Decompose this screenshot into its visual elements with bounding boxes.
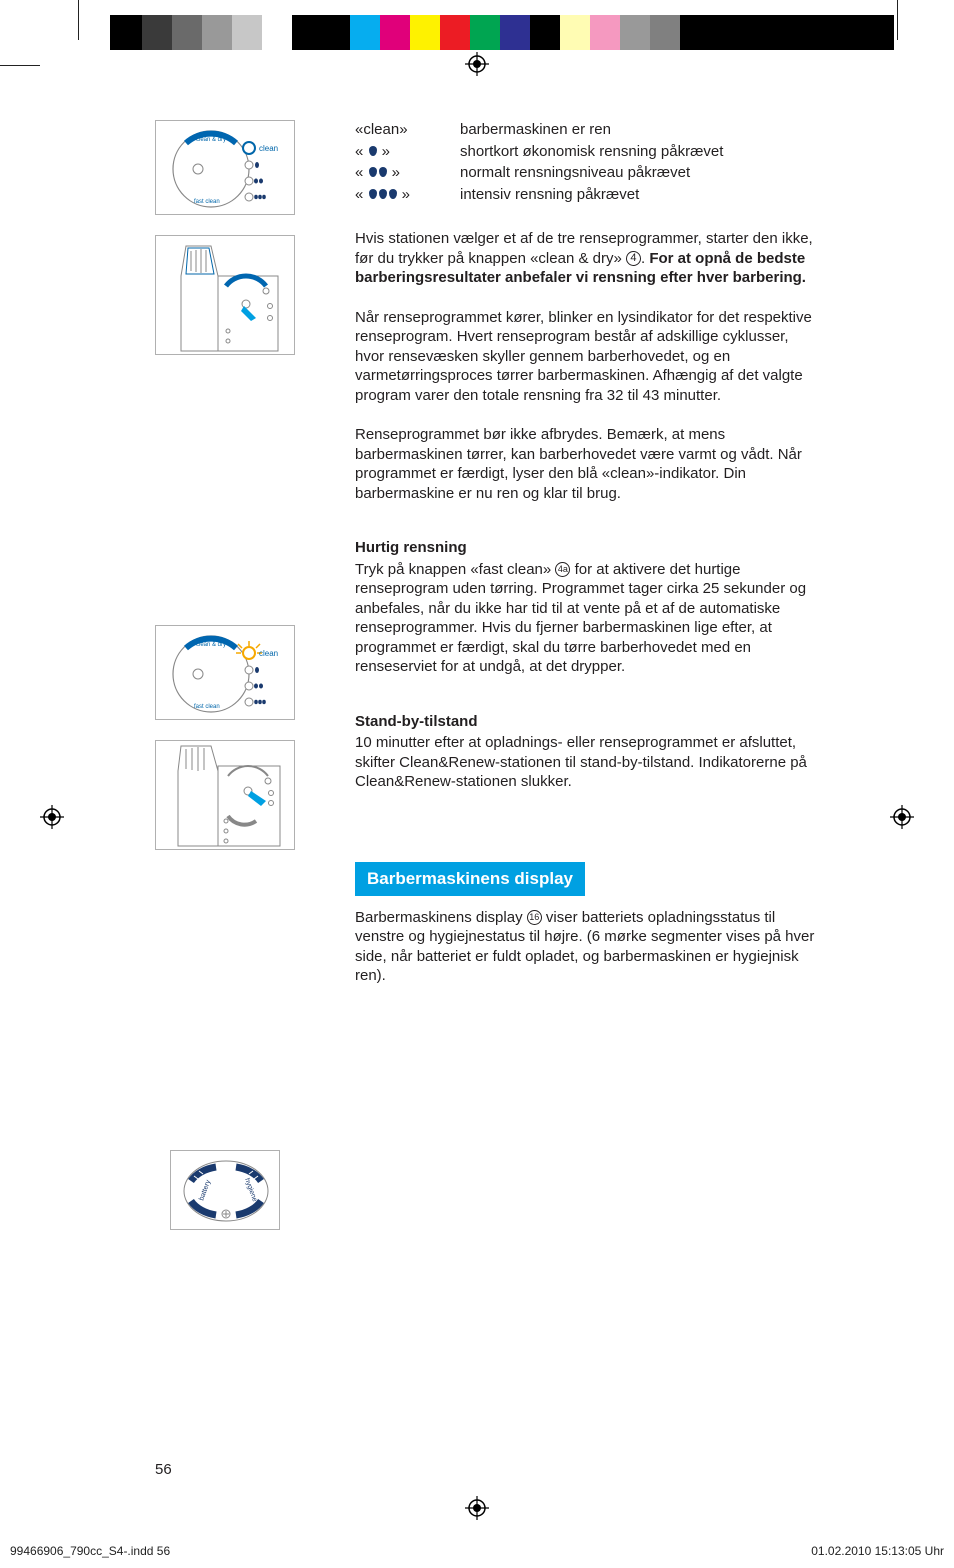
color-swatch [530, 15, 560, 50]
color-swatch [380, 15, 410, 50]
color-swatch [262, 15, 292, 50]
paragraph-display: Barbermaskinens display 16 viser batteri… [355, 908, 815, 986]
color-swatch [350, 15, 380, 50]
print-color-bar [110, 15, 894, 50]
svg-text:clean: clean [259, 649, 278, 658]
color-swatch [292, 15, 350, 50]
color-swatch [650, 15, 680, 50]
paragraph-clean-dry: Hvis stationen vælger et af de tre rense… [355, 229, 815, 288]
paragraph-program: Når renseprogrammet kører, blinker en ly… [355, 308, 815, 406]
indicator-symbol: « » [355, 163, 460, 183]
color-swatch [142, 15, 172, 50]
color-swatch [560, 15, 590, 50]
crop-mark [78, 0, 79, 40]
svg-text:clean: clean [259, 144, 278, 153]
color-swatch [410, 15, 440, 50]
circled-number: 4a [555, 562, 570, 577]
color-swatch [470, 15, 500, 50]
indicator-symbol: « » [355, 142, 460, 162]
indicator-text: shortkort økonomisk rensning påkrævet [460, 142, 815, 162]
section-banner: Barbermaskinens display [355, 862, 585, 896]
drop-icon [379, 189, 387, 199]
illustration-fast-clean [155, 740, 295, 850]
registration-icon [465, 52, 489, 76]
circled-number: 4 [626, 251, 641, 266]
registration-icon [465, 1496, 489, 1520]
crop-mark [0, 65, 40, 66]
drop-icon [369, 167, 377, 177]
cleaning-indicator-table: «clean» barbermaskinen er ren « » shortk… [355, 120, 815, 204]
svg-text:fast clean: fast clean [194, 704, 220, 710]
illustration-clean-indicator-glow: clean & dry fast clean clean [155, 625, 295, 720]
illustration-clean-indicator: clean & dry fast clean clean [155, 120, 295, 215]
indicator-text: barbermaskinen er ren [460, 120, 815, 140]
color-swatch [110, 15, 142, 50]
color-swatch [440, 15, 470, 50]
registration-icon [40, 805, 64, 829]
paragraph-standby: 10 minutter efter at opladnings- eller r… [355, 733, 815, 792]
svg-text:clean & dry: clean & dry [196, 642, 226, 648]
color-swatch [202, 15, 232, 50]
illustration-shaver-docked [155, 235, 295, 355]
heading-standby: Stand-by-tilstand [355, 712, 815, 732]
color-swatch [590, 15, 620, 50]
footer-timestamp: 01.02.2010 15:13:05 Uhr [811, 1544, 944, 1558]
registration-icon [890, 805, 914, 829]
illustration-display: battery hygiene [170, 1150, 280, 1230]
svg-text:fast clean: fast clean [194, 199, 220, 205]
indicator-text: normalt rensningsniveau påkrævet [460, 163, 815, 183]
footer-filename: 99466906_790cc_S4-.indd 56 [10, 1544, 170, 1558]
svg-text:clean & dry: clean & dry [196, 137, 226, 143]
drop-icon [379, 167, 387, 177]
indicator-text: intensiv rensning påkrævet [460, 185, 815, 205]
color-swatch [232, 15, 262, 50]
color-swatch [620, 15, 650, 50]
page-number: 56 [155, 1461, 172, 1478]
color-swatch [500, 15, 530, 50]
indicator-symbol: «clean» [355, 120, 460, 140]
heading-quick-clean: Hurtig rensning [355, 538, 815, 558]
circled-number: 16 [527, 910, 542, 925]
paragraph-complete: Renseprogrammet bør ikke afbrydes. Bemær… [355, 425, 815, 503]
drop-icon [389, 189, 397, 199]
drop-icon [369, 146, 377, 156]
color-swatch [172, 15, 202, 50]
indicator-symbol: « » [355, 185, 460, 205]
crop-mark [897, 0, 898, 40]
drop-icon [369, 189, 377, 199]
paragraph-quick-clean: Tryk på knappen «fast clean» 4a for at a… [355, 560, 815, 677]
